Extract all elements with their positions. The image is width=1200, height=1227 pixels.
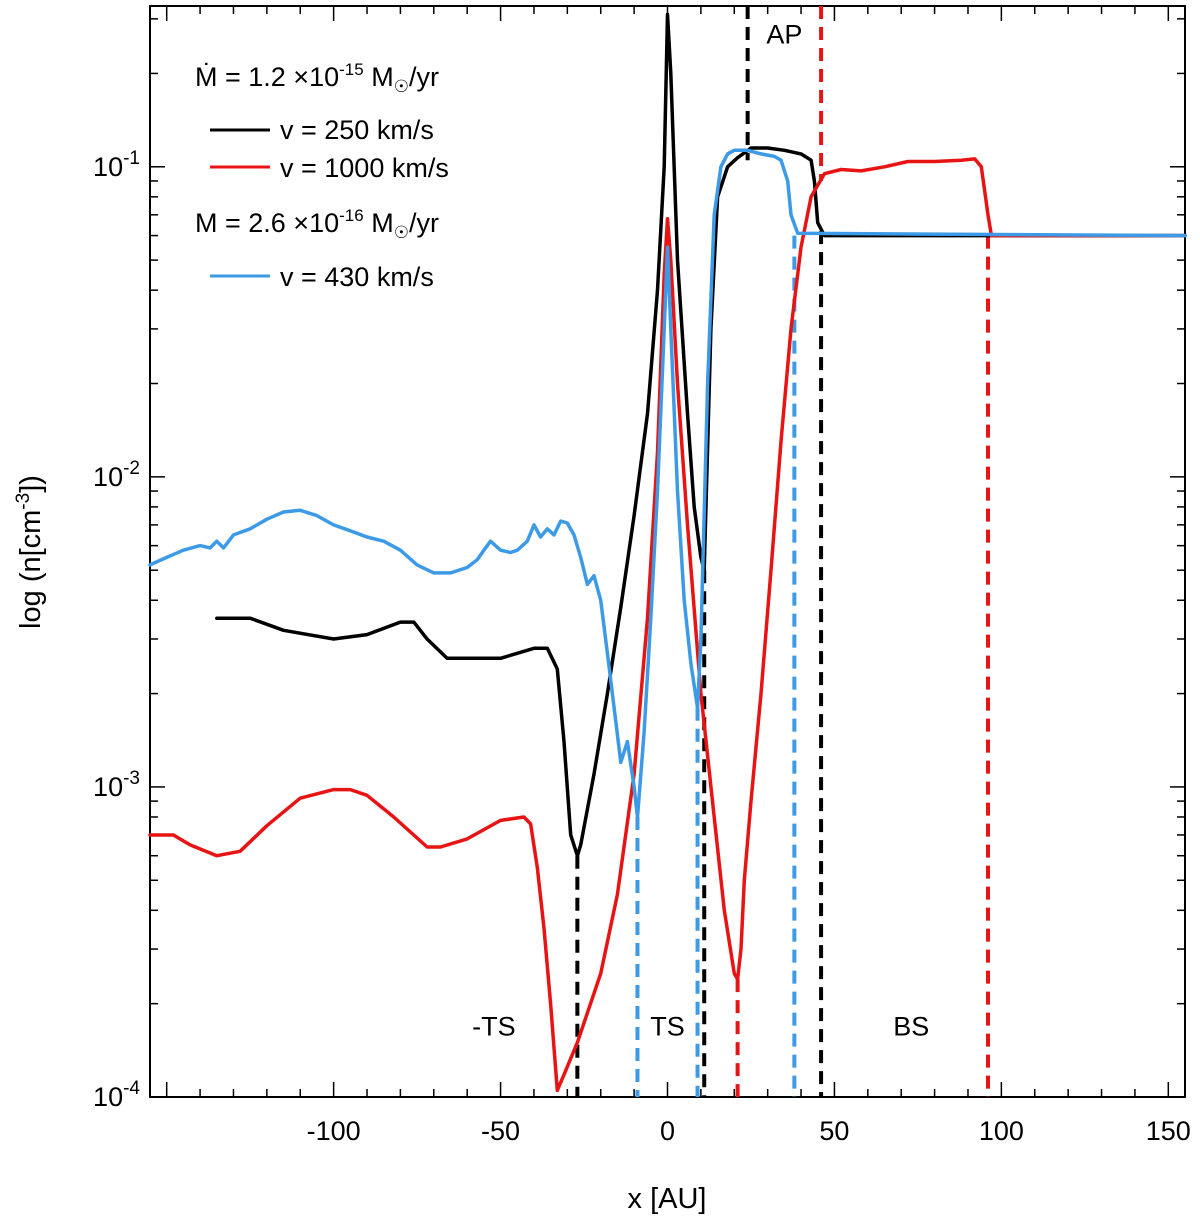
x-axis-label: x [AU]: [628, 1183, 707, 1215]
x-axis-ticks: -100 -50 0 50 100 150: [165, 6, 1191, 1146]
legend: Ṁ = 1.2 ×10-15 M☉/yr v = 250 km/s v = 10…: [195, 60, 449, 292]
x-tick-label: 0: [660, 1116, 675, 1146]
series-line-1: [148, 157, 1187, 1093]
region-annotations: AP -TS TS BS: [472, 19, 929, 1041]
legend-label-red: v = 1000 km/s: [280, 153, 449, 183]
series-line-0: [215, 12, 1187, 858]
region-label: TS: [650, 1011, 685, 1041]
x-tick-label: -50: [481, 1116, 520, 1146]
legend-label-blue: v = 430 km/s: [280, 262, 434, 292]
region-label: BS: [893, 1011, 929, 1041]
region-label: -TS: [472, 1011, 516, 1041]
y-tick-label: 10-4: [93, 1078, 140, 1112]
x-tick-label: 50: [819, 1116, 849, 1146]
legend-group-title-1: Ṁ = 1.2 ×10-15 M☉/yr: [195, 60, 439, 96]
y-tick-label: 10-2: [93, 458, 140, 492]
y-tick-label: 10-1: [93, 148, 140, 182]
y-tick-label: 10-3: [93, 768, 140, 802]
x-tick-label: -100: [307, 1116, 361, 1146]
series-line-2: [148, 148, 1187, 819]
legend-label-black: v = 250 km/s: [280, 115, 434, 145]
series-lines: [148, 12, 1187, 1093]
y-axis-label: log (n[cm-3]): [13, 475, 47, 629]
x-tick-label: 150: [1146, 1116, 1191, 1146]
x-tick-label: 100: [979, 1116, 1024, 1146]
legend-group-title-2: M = 2.6 ×10-16 M☉/yr: [195, 206, 439, 242]
y-axis-ticks: 10-1 10-2 10-3 10-4: [93, 18, 1185, 1112]
shock-marker-lines: [575, 6, 991, 1097]
region-label: AP: [766, 19, 802, 49]
